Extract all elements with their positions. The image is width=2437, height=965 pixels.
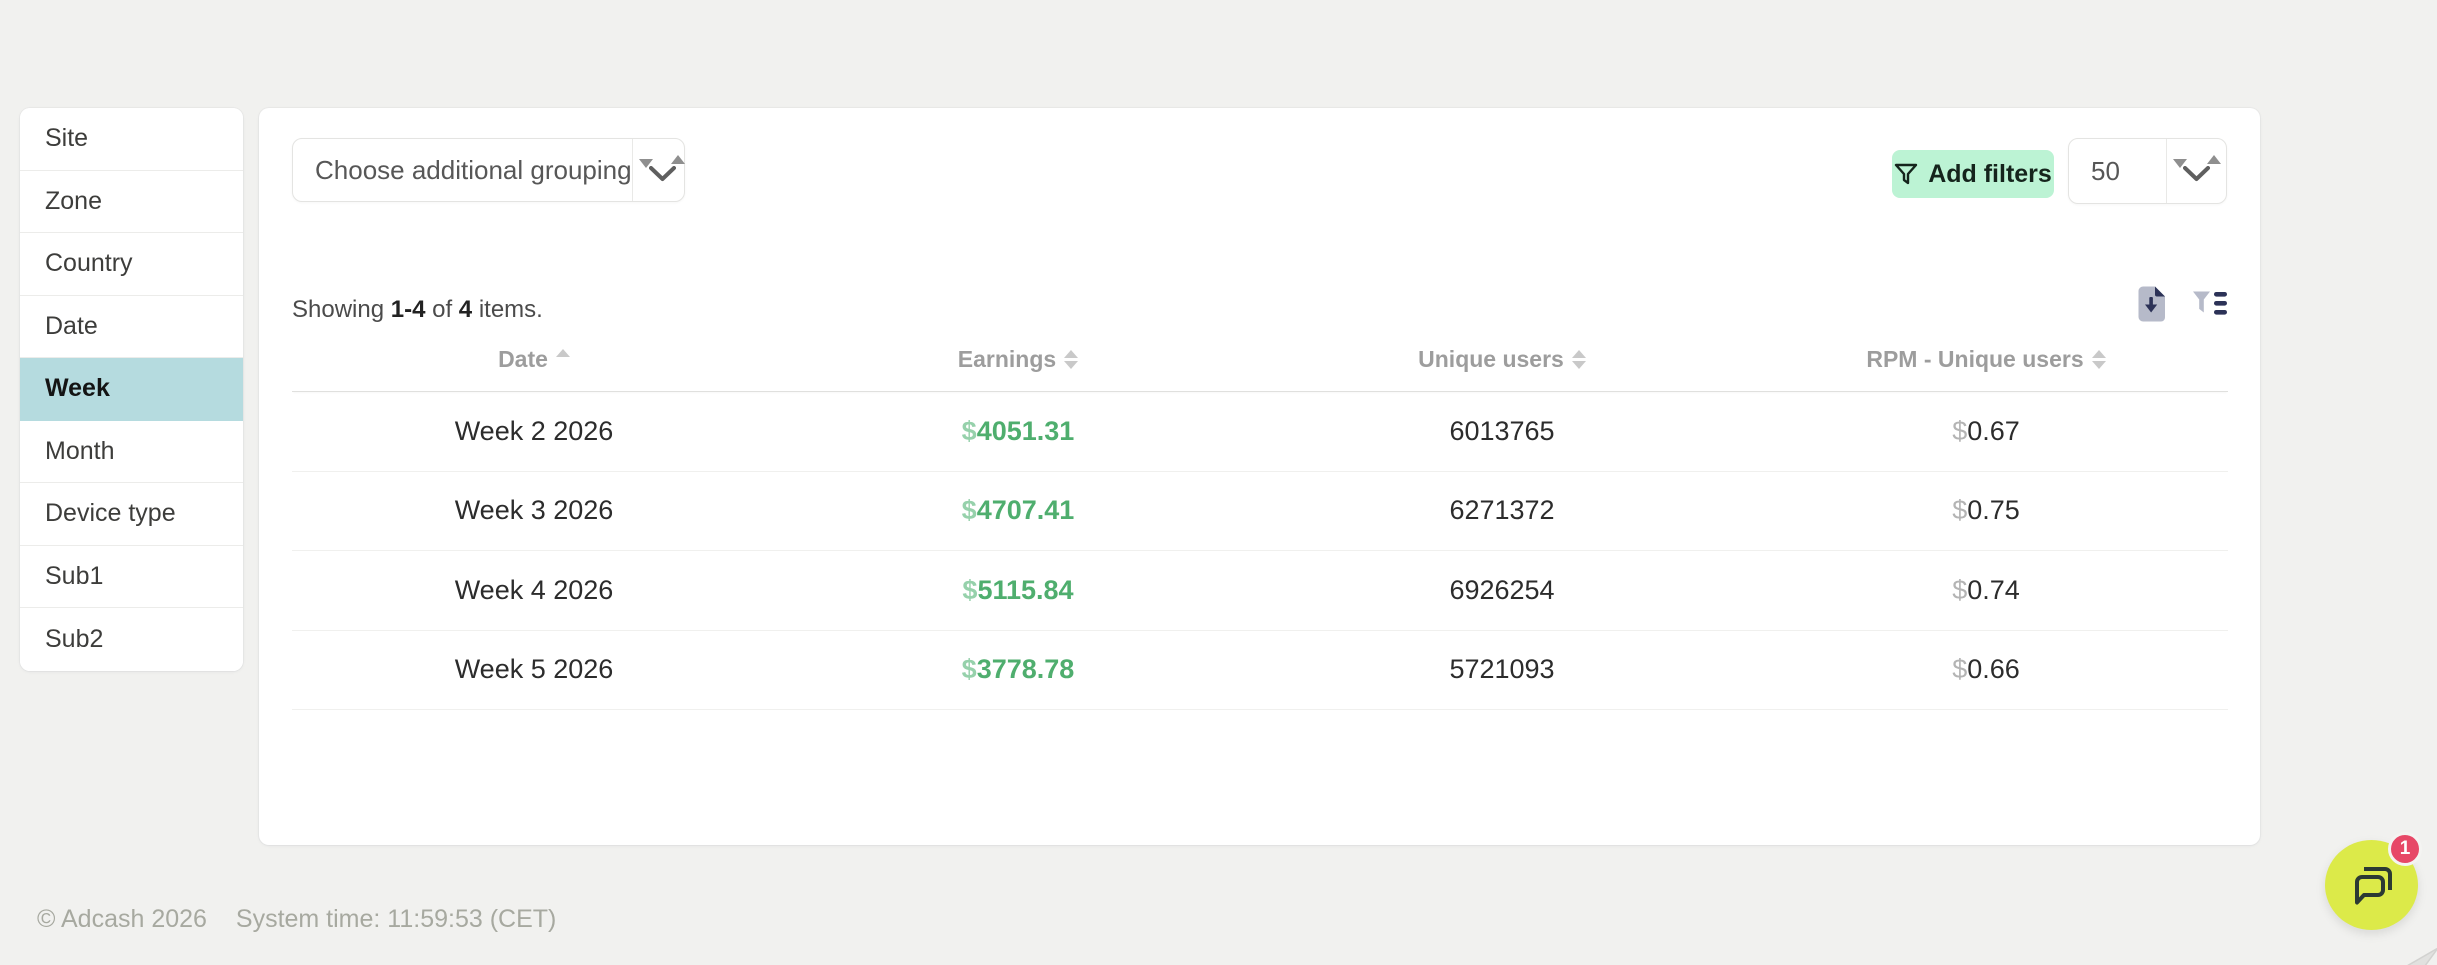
currency-symbol: $ — [961, 495, 977, 526]
sidebar-item-label: Device type — [45, 499, 176, 528]
column-label: Earnings — [957, 346, 1057, 372]
grouping-placeholder: Choose additional grouping — [315, 154, 632, 185]
sidebar-item-label: Month — [45, 436, 115, 465]
statistics-panel: Choose additional grouping Add filters 5… — [259, 108, 2260, 845]
cell-date: Week 3 2026 — [454, 495, 614, 526]
table-row: Week 3 2026 $4707.41 6271372 $0.75 — [292, 472, 2228, 551]
cell-rpm: $0.74 — [1952, 574, 2020, 605]
additional-grouping-select[interactable]: Choose additional grouping — [292, 138, 685, 202]
cell-earnings: $4051.31 — [961, 415, 1075, 446]
table-row: Week 4 2026 $5115.84 6926254 $0.74 — [292, 551, 2228, 631]
chevron-down-icon — [648, 166, 676, 181]
add-filters-label: Add filters — [1928, 159, 2052, 188]
sidebar-item-sub1[interactable]: Sub1 — [20, 545, 243, 608]
add-filters-button[interactable]: Add filters — [1892, 150, 2054, 198]
summary-range: 1-4 — [390, 296, 426, 323]
cell-rpm: $0.75 — [1952, 495, 2020, 526]
currency-symbol: $ — [1952, 574, 1968, 605]
sidebar-item-device-type[interactable]: Device type — [20, 483, 243, 546]
column-header-earnings[interactable]: Earnings — [776, 346, 1260, 373]
summary-of: of — [432, 296, 453, 323]
funnel-icon — [1894, 163, 1918, 185]
sidebar-item-zone[interactable]: Zone — [20, 170, 243, 233]
sidebar-item-week[interactable]: Week — [20, 358, 243, 421]
table-header: Date Earnings Unique users RPM - Unique … — [292, 346, 2228, 392]
summary-suffix: items. — [478, 296, 543, 323]
filter-columns-button[interactable] — [2192, 291, 2228, 318]
sidebar-item-label: Site — [45, 124, 89, 153]
cell-rpm: $0.67 — [1952, 415, 2020, 446]
cell-unique-users: 6926254 — [1449, 574, 1555, 605]
caret-up-icon — [2207, 155, 2221, 164]
sidebar-item-site[interactable]: Site — [20, 108, 243, 171]
grouping-sidebar: Site Zone Country Date Week Month Device… — [20, 108, 243, 671]
currency-symbol: $ — [962, 574, 978, 605]
sort-asc-icon — [555, 348, 570, 357]
cell-earnings: $4707.41 — [961, 495, 1075, 526]
mouse-cursor — [2407, 947, 2437, 965]
sort-icon — [1064, 350, 1079, 369]
cell-earnings: $3778.78 — [961, 654, 1075, 685]
sidebar-item-date[interactable]: Date — [20, 295, 243, 358]
sidebar-item-label: Sub2 — [45, 624, 104, 653]
sidebar-item-label: Zone — [45, 186, 102, 215]
results-summary: Showing 1-4 of 4 items. — [292, 296, 543, 324]
table-row: Week 2 2026 $4051.31 6013765 $0.67 — [292, 392, 2228, 472]
column-header-unique-users[interactable]: Unique users — [1260, 346, 1744, 373]
cell-date: Week 2 2026 — [454, 415, 614, 446]
sidebar-item-label: Country — [45, 249, 133, 278]
summary-prefix: Showing — [292, 296, 385, 323]
currency-symbol: $ — [1952, 495, 1968, 526]
currency-symbol: $ — [1952, 415, 1968, 446]
column-label: Unique users — [1418, 346, 1564, 372]
page-size-value: 50 — [2091, 155, 2120, 186]
filter-columns-icon — [2193, 291, 2227, 315]
sort-icon — [1571, 350, 1586, 369]
cell-unique-users: 6271372 — [1449, 495, 1555, 526]
sidebar-item-sub2[interactable]: Sub2 — [20, 608, 243, 671]
sidebar-item-label: Week — [45, 374, 110, 403]
sort-icon — [2091, 350, 2106, 369]
system-time: System time: 11:59:53 (CET) — [235, 905, 557, 933]
table-actions — [2136, 286, 2228, 322]
cell-unique-users: 5721093 — [1449, 654, 1555, 685]
sidebar-item-label: Date — [45, 311, 98, 340]
caret-down-icon — [2173, 159, 2187, 168]
column-header-rpm[interactable]: RPM - Unique users — [1744, 346, 2228, 373]
column-header-date[interactable]: Date — [292, 346, 776, 373]
cell-unique-users: 6013765 — [1449, 415, 1555, 446]
statistics-table: Date Earnings Unique users RPM - Unique … — [292, 346, 2228, 710]
cell-earnings: $5115.84 — [962, 574, 1074, 605]
sidebar-item-label: Sub1 — [45, 561, 104, 590]
caret-down-icon — [638, 159, 653, 168]
column-label: Date — [498, 346, 548, 372]
cell-date: Week 5 2026 — [454, 654, 614, 685]
copyright-text: © Adcash 2026 — [37, 905, 207, 933]
sidebar-item-month[interactable]: Month — [20, 420, 243, 483]
export-report-button[interactable] — [2136, 286, 2166, 322]
notification-badge: 1 — [2388, 832, 2422, 866]
cell-date: Week 4 2026 — [454, 574, 614, 605]
currency-symbol: $ — [961, 654, 977, 685]
sidebar-item-country[interactable]: Country — [20, 233, 243, 296]
page-footer: © Adcash 2026 System time: 11:59:53 (CET… — [37, 905, 556, 934]
export-report-icon — [2138, 286, 2165, 322]
cell-rpm: $0.66 — [1952, 654, 2020, 685]
page-size-select[interactable]: 50 — [2068, 138, 2227, 204]
chevron-down-icon — [2183, 166, 2210, 181]
dropdown-caret-icons — [2166, 139, 2226, 203]
currency-symbol: $ — [961, 415, 977, 446]
table-row: Week 5 2026 $3778.78 5721093 $0.66 — [292, 631, 2228, 710]
summary-total: 4 — [458, 296, 473, 323]
caret-up-icon — [670, 155, 685, 164]
chat-bubbles-icon — [2354, 867, 2392, 905]
column-label: RPM - Unique users — [1866, 346, 2084, 372]
dropdown-caret-icons — [631, 139, 690, 201]
currency-symbol: $ — [1952, 654, 1968, 685]
